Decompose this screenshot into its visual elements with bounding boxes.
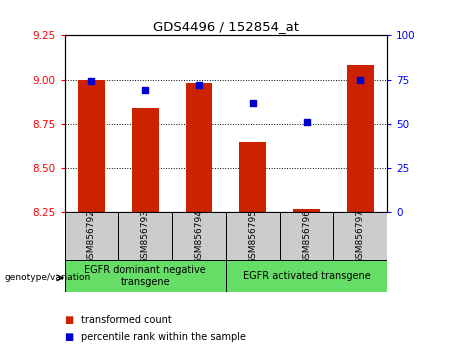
Bar [132,108,159,212]
Bar [333,212,387,260]
Bar [280,212,333,260]
Point [142,87,149,93]
Text: EGFR activated transgene: EGFR activated transgene [242,271,371,281]
Bar [226,260,387,292]
Bar [239,142,266,212]
Bar [347,65,374,212]
Bar [293,209,320,212]
Bar [65,260,226,292]
Text: GSM856796: GSM856796 [302,209,311,264]
Point [88,79,95,84]
Bar [226,212,280,260]
Point [195,82,203,88]
Title: GDS4496 / 152854_at: GDS4496 / 152854_at [153,20,299,33]
Text: percentile rank within the sample: percentile rank within the sample [81,332,246,342]
Bar [118,212,172,260]
Text: GSM856794: GSM856794 [195,209,203,264]
Text: ■: ■ [65,332,74,342]
Text: GSM856797: GSM856797 [356,209,365,264]
Bar [172,212,226,260]
Bar [185,83,213,212]
Bar [65,212,118,260]
Text: EGFR dominant negative
transgene: EGFR dominant negative transgene [84,265,206,287]
Point [303,119,310,125]
Point [249,100,256,105]
Text: GSM856795: GSM856795 [248,209,257,264]
Bar [78,80,105,212]
Text: genotype/variation: genotype/variation [5,273,91,282]
Point [357,77,364,82]
Text: GSM856793: GSM856793 [141,209,150,264]
Text: GSM856792: GSM856792 [87,209,96,264]
Text: transformed count: transformed count [81,315,171,325]
Text: ■: ■ [65,315,74,325]
